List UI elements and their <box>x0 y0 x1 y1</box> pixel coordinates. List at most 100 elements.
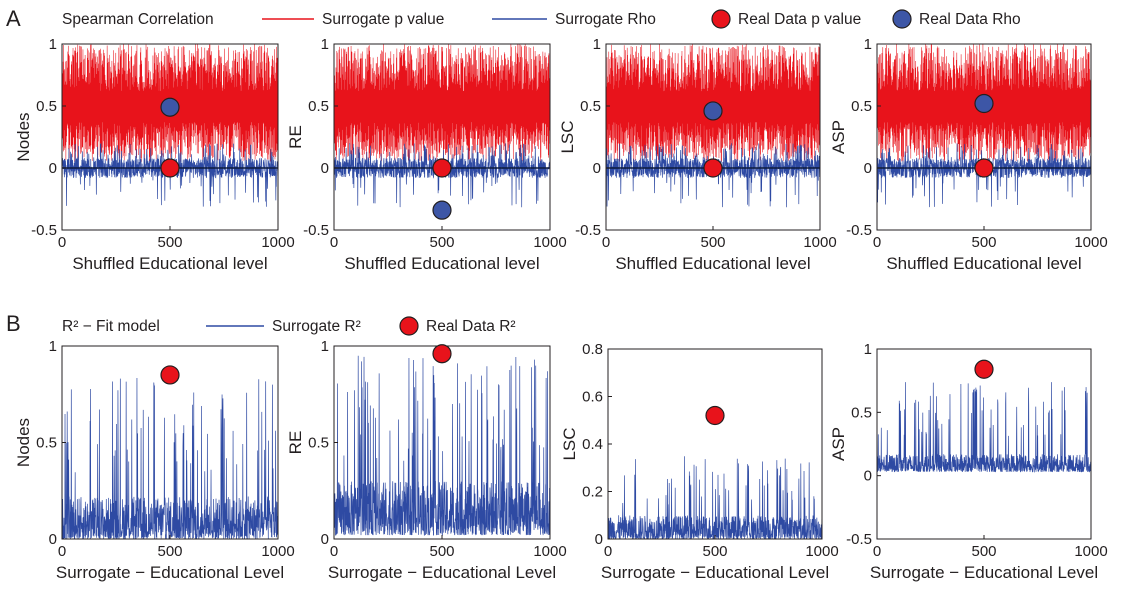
x-axis-label: Shuffled Educational level <box>615 254 810 273</box>
y-tick-label: 0 <box>49 160 57 177</box>
y-tick-label: 0 <box>864 468 872 485</box>
subplot-b-lsc: 0 500 1000 0 0.2 0.4 0.6 0.8 Surrogate − Educati… <box>560 341 839 582</box>
x-tick-label: 500 <box>971 234 996 251</box>
y-tick-label: 0 <box>593 160 601 177</box>
y-tick-label: 0.5 <box>36 98 57 115</box>
y-tick-label: 0.4 <box>582 436 603 453</box>
marker-real-data-rho <box>432 200 452 220</box>
x-axis-label: Shuffled Educational level <box>72 254 267 273</box>
y-tick-label: -0.5 <box>31 222 57 239</box>
marker-real-data-rho <box>160 97 180 117</box>
x-tick-label: 500 <box>429 234 454 251</box>
plot-area <box>334 44 550 208</box>
y-tick-label: -0.5 <box>846 531 872 548</box>
x-axis-label: Surrogate − Educational Level <box>870 563 1098 582</box>
y-axis-label: LSC <box>558 120 577 153</box>
x-tick-label: 500 <box>971 543 996 560</box>
y-tick-label: 0.5 <box>308 435 329 452</box>
x-tick-label: 500 <box>157 234 182 251</box>
series-surrogate-r2 <box>334 355 550 537</box>
plot-area <box>877 44 1091 208</box>
y-tick-label: -0.5 <box>303 222 329 239</box>
y-tick-label: 0.5 <box>851 404 872 421</box>
legend-label: Real Data Rho <box>919 11 1021 28</box>
x-tick-label: 0 <box>58 543 66 560</box>
x-tick-label: 500 <box>157 543 182 560</box>
plot-area <box>606 44 820 208</box>
marker-real-data-r- <box>974 359 994 379</box>
x-tick-label: 0 <box>58 234 66 251</box>
y-tick-label: 1 <box>864 36 872 53</box>
x-axis-label: Shuffled Educational level <box>886 254 1081 273</box>
legend-label: Surrogate Rho <box>555 11 656 28</box>
y-axis-label: LSC <box>560 427 579 460</box>
series-surrogate-p <box>877 44 1091 162</box>
y-axis-label: ASP <box>829 120 848 154</box>
y-tick-label: -0.5 <box>575 222 601 239</box>
x-tick-label: 1000 <box>261 234 294 251</box>
panel-a-letter: A <box>6 6 21 31</box>
y-tick-label: 0 <box>864 160 872 177</box>
x-tick-label: 0 <box>873 543 881 560</box>
x-tick-label: 1000 <box>533 234 566 251</box>
legend-label: Surrogate R² <box>272 318 361 335</box>
x-tick-label: 0 <box>604 543 612 560</box>
x-tick-label: 1000 <box>805 543 838 560</box>
marker-real-data-r- <box>432 344 452 364</box>
series-surrogate-p <box>62 44 278 162</box>
y-axis-label: Nodes <box>14 418 33 467</box>
y-tick-label: 1 <box>593 36 601 53</box>
marker-real-data-r- <box>705 405 725 426</box>
x-tick-label: 500 <box>429 543 454 560</box>
y-axis-label: Nodes <box>14 112 33 161</box>
y-tick-label: 1 <box>49 338 57 355</box>
x-tick-label: 0 <box>330 234 338 251</box>
y-tick-label: 0.5 <box>308 98 329 115</box>
y-tick-label: 0.5 <box>851 98 872 115</box>
marker-real-data-rho <box>703 101 723 121</box>
legend-title: Spearman Correlation <box>62 11 214 28</box>
legend-dot-swatch <box>892 9 912 29</box>
series-surrogate-r2 <box>877 382 1091 473</box>
marker-real-data-r- <box>160 365 180 385</box>
y-tick-label: 0.5 <box>36 435 57 452</box>
legend-dot-swatch <box>399 316 419 336</box>
y-tick-label: 0 <box>321 160 329 177</box>
x-tick-label: 0 <box>602 234 610 251</box>
x-tick-label: 0 <box>873 234 881 251</box>
legend-a: Spearman Correlation Surrogate p value Sur… <box>62 9 1021 29</box>
x-tick-label: 500 <box>702 543 727 560</box>
subplot-b-nodes: 0 500 1000 0 0.5 1 Surrogate − Educational Lev… <box>14 338 295 582</box>
x-tick-label: 1000 <box>803 234 836 251</box>
y-tick-label: 0 <box>321 531 329 548</box>
y-axis-label: RE <box>286 431 305 455</box>
marker-real-data-p-value <box>432 158 452 178</box>
x-axis-label: Surrogate − Educational Level <box>601 563 829 582</box>
x-tick-label: 0 <box>330 543 338 560</box>
series-surrogate-p <box>334 44 550 162</box>
y-axis-label: ASP <box>829 427 848 461</box>
plot-area <box>62 44 278 207</box>
legend-label: Real Data R² <box>426 318 516 335</box>
y-tick-label: 0.6 <box>582 389 603 406</box>
plot-area <box>62 377 278 539</box>
series-surrogate-p <box>606 44 820 162</box>
y-tick-label: 1 <box>321 36 329 53</box>
y-tick-label: 0 <box>595 531 603 548</box>
x-tick-label: 1000 <box>261 543 294 560</box>
marker-real-data-p-value <box>974 158 994 178</box>
legend-title: R² − Fit model <box>62 318 160 335</box>
marker-real-data-p-value <box>160 158 180 178</box>
legend-b: R² − Fit model Surrogate R² Real Data R² <box>62 316 516 336</box>
plot-area <box>877 382 1091 473</box>
legend-label: Surrogate p value <box>322 11 444 28</box>
y-tick-label: -0.5 <box>846 222 872 239</box>
y-tick-label: 1 <box>49 36 57 53</box>
y-tick-label: 0.2 <box>582 484 603 501</box>
